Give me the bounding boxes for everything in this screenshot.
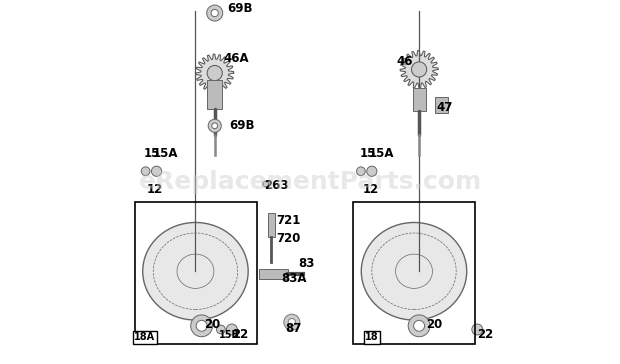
Circle shape [151, 166, 162, 176]
Circle shape [414, 320, 425, 331]
Circle shape [367, 166, 377, 176]
Text: 69B: 69B [229, 119, 255, 131]
Text: 721: 721 [277, 214, 301, 227]
Text: 15: 15 [360, 147, 376, 160]
Circle shape [226, 324, 237, 335]
Text: 20: 20 [205, 318, 221, 331]
Circle shape [211, 9, 218, 17]
Text: 15A: 15A [153, 147, 179, 160]
Bar [259, 269, 288, 278]
Text: 12: 12 [147, 183, 163, 196]
Circle shape [206, 5, 223, 21]
Circle shape [207, 66, 223, 81]
Text: 15A: 15A [369, 147, 394, 160]
Bar [435, 97, 448, 113]
Polygon shape [196, 54, 234, 92]
Text: 15: 15 [143, 147, 160, 160]
Text: 22: 22 [232, 328, 248, 341]
Bar [412, 88, 426, 111]
Circle shape [196, 320, 207, 331]
Ellipse shape [143, 222, 248, 320]
Text: eReplacementParts.com: eReplacementParts.com [138, 170, 482, 194]
Text: 12: 12 [363, 183, 379, 196]
Ellipse shape [361, 222, 467, 320]
Text: 15B: 15B [219, 330, 240, 340]
Circle shape [356, 167, 365, 175]
Text: 18A: 18A [134, 332, 155, 343]
Circle shape [141, 167, 150, 175]
Polygon shape [400, 51, 438, 88]
Text: 20: 20 [427, 318, 443, 331]
Circle shape [263, 181, 268, 187]
Text: 22: 22 [477, 328, 494, 341]
Text: 83A: 83A [281, 272, 306, 285]
Bar [208, 80, 222, 110]
Text: 18: 18 [365, 332, 379, 343]
Text: 720: 720 [277, 232, 301, 245]
Text: 83: 83 [298, 257, 315, 270]
Circle shape [412, 62, 427, 77]
Text: 46: 46 [397, 55, 413, 68]
Circle shape [216, 325, 225, 334]
Text: 47: 47 [436, 101, 453, 114]
Text: 87: 87 [285, 322, 302, 335]
Text: 263: 263 [264, 179, 289, 192]
Text: 46A: 46A [223, 52, 249, 65]
Circle shape [408, 315, 430, 337]
Text: 69B: 69B [227, 2, 252, 15]
Circle shape [284, 314, 300, 330]
Bar [268, 213, 275, 237]
Circle shape [288, 318, 296, 326]
Circle shape [212, 123, 218, 129]
Circle shape [191, 315, 213, 337]
Circle shape [472, 324, 483, 335]
Circle shape [208, 119, 221, 132]
